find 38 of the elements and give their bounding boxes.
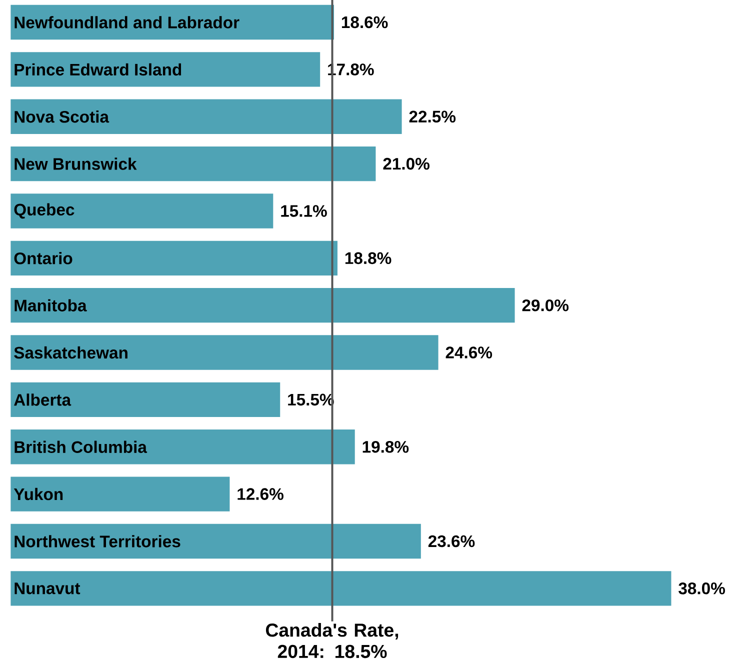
y-tick-label: Ontario — [14, 252, 72, 264]
bar — [10, 524, 421, 558]
y-tick-label: Quebec — [14, 203, 74, 219]
bar — [10, 570, 672, 606]
bar — [10, 193, 274, 228]
data-label: 23.6% — [428, 535, 475, 547]
bar — [10, 476, 230, 512]
bar — [10, 4, 334, 40]
data-label: 22.5% — [409, 110, 456, 122]
y-tick-label: New Brunswick — [14, 158, 137, 170]
data-label: 38.0% — [678, 582, 725, 594]
data-label: 29.0% — [522, 299, 569, 312]
y-tick-label: Yukon — [14, 488, 63, 500]
y-tick-label: Newfoundland and Labrador — [14, 16, 240, 28]
y-tick-label: Saskatchewan — [14, 346, 128, 358]
bar — [10, 429, 355, 464]
bar — [10, 99, 402, 134]
y-tick-label: British Columbia — [14, 440, 148, 453]
data-label: 24.6% — [446, 346, 492, 358]
bar — [10, 335, 438, 370]
y-tick-label: Nova Scotia — [14, 110, 110, 123]
data-label: 15.1% — [281, 204, 327, 217]
bar — [10, 240, 338, 276]
data-label: 18.6% — [342, 16, 388, 28]
data-label: 12.6% — [238, 488, 284, 500]
y-tick-label: Alberta — [14, 393, 72, 406]
data-label: 18.8% — [345, 252, 392, 264]
y-tick-label: Northwest Territories — [14, 534, 180, 548]
bar — [10, 146, 376, 181]
bar — [10, 52, 320, 87]
y-tick-label: Prince Edward Island — [14, 63, 182, 76]
bar — [10, 288, 515, 323]
data-label: 21.0% — [383, 158, 430, 170]
y-tick-label: Nunavut — [14, 582, 80, 594]
bar — [10, 382, 280, 417]
data-label: 19.8% — [362, 440, 409, 453]
ref-line-label: Canada's Rate, 2014: 18.5% — [266, 622, 398, 658]
y-tick-label: Manitoba — [14, 299, 87, 312]
